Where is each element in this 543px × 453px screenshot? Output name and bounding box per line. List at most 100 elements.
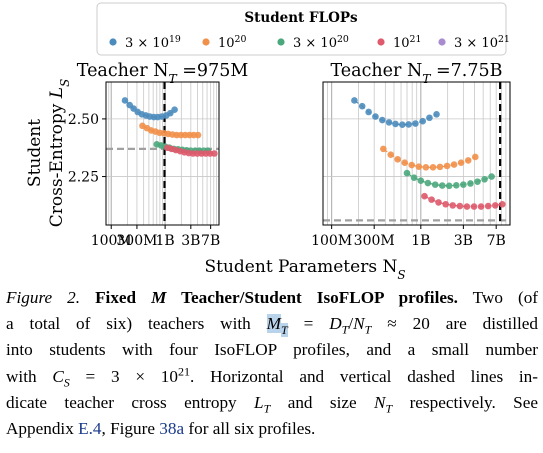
x-tick-label-part: 1B bbox=[156, 233, 175, 249]
panel-title-part: =7.75B bbox=[430, 61, 502, 81]
legend-label-part: 19 bbox=[169, 34, 181, 45]
caption-text: Figure 2. bbox=[6, 288, 81, 307]
data-point bbox=[412, 120, 419, 127]
caption-text: = 3 × 10 bbox=[69, 366, 178, 386]
x-tick-label-part: 300M bbox=[354, 233, 395, 249]
caption-text: N bbox=[353, 314, 365, 334]
panel-title-part: T bbox=[169, 72, 178, 86]
data-point bbox=[474, 178, 481, 185]
data-point bbox=[491, 202, 499, 209]
data-point bbox=[351, 97, 358, 104]
data-point bbox=[211, 150, 218, 157]
data-point bbox=[121, 97, 129, 104]
x-tick-label: 1B bbox=[156, 233, 175, 249]
caption-text: , Figure bbox=[101, 419, 160, 439]
legend-label: 3 × 1020 bbox=[293, 34, 349, 52]
legend-box bbox=[96, 2, 507, 56]
y-axis-label-line2-part: L bbox=[47, 87, 67, 99]
data-point bbox=[422, 164, 430, 171]
x-tick-label: 3B bbox=[454, 233, 473, 249]
data-point bbox=[421, 192, 428, 200]
x-axis-label-part: S bbox=[397, 268, 405, 282]
caption-text: C bbox=[52, 366, 64, 386]
caption-link[interactable]: E.4 bbox=[78, 419, 102, 439]
legend-marker bbox=[202, 38, 210, 46]
caption-text: 21 bbox=[178, 363, 191, 378]
panel-title-part: Teacher N bbox=[77, 61, 169, 81]
caption-link[interactable]: 38a bbox=[159, 419, 185, 439]
figure-caption: Figure 2. Fixed M Teacher/Student IsoFLO… bbox=[6, 285, 538, 442]
caption-line: with CS = 3 × 1021. Horizontal and verti… bbox=[6, 364, 538, 390]
caption-text: dicate teacher cross entropy bbox=[6, 392, 255, 412]
data-point bbox=[477, 203, 485, 210]
caption-text: ≈ 20 are distilled bbox=[371, 314, 538, 334]
data-point bbox=[401, 159, 409, 167]
data-point bbox=[403, 169, 411, 177]
data-point bbox=[387, 151, 395, 158]
data-point bbox=[171, 106, 178, 113]
data-point bbox=[394, 155, 401, 163]
data-point bbox=[443, 162, 451, 170]
chart-panel-2: 100M 300M 1B 3B 7B Teacher NT =7.75B bbox=[311, 61, 511, 249]
x-tick-label-part: 1B bbox=[411, 233, 430, 249]
legend-marker bbox=[277, 38, 285, 46]
data-point bbox=[445, 182, 453, 190]
data-point bbox=[385, 119, 393, 126]
caption-line: dicate teacher cross entropy LT and size… bbox=[6, 390, 538, 416]
caption-text: T bbox=[385, 401, 393, 416]
legend-marker bbox=[109, 38, 117, 46]
panel-title: Teacher NT =7.75B bbox=[330, 61, 502, 86]
data-point bbox=[484, 202, 492, 210]
y-axis-label-line2: Cross-Entropy LS bbox=[47, 79, 72, 227]
x-tick-label: 300M bbox=[354, 233, 395, 249]
data-point bbox=[379, 116, 386, 124]
panel-title: Teacher NT =975M bbox=[77, 61, 249, 86]
x-tick-label: 1B bbox=[411, 233, 430, 249]
legend-label: 1020 bbox=[218, 34, 246, 52]
data-point bbox=[442, 200, 449, 208]
data-point bbox=[417, 177, 425, 185]
legend-label: 3 × 1021 bbox=[454, 34, 510, 52]
x-tick-label-part: 300M bbox=[116, 233, 157, 249]
caption-text: . Horizontal and vertical dashed lines i… bbox=[190, 366, 538, 386]
y-axis-label: Student Cross-Entropy LS bbox=[25, 79, 72, 227]
caption-text: a total of six) teachers with bbox=[6, 314, 267, 334]
caption-line: a total of six) teachers with MT = DT/NT… bbox=[6, 311, 538, 337]
data-point bbox=[450, 161, 458, 168]
y-tick-label: 2.50 bbox=[68, 112, 99, 128]
y-axis-label-line1-part: Student bbox=[25, 119, 45, 187]
caption-text: Teacher/Student IsoFLOP profiles. bbox=[166, 288, 458, 307]
data-point bbox=[410, 174, 418, 182]
caption-text: T bbox=[364, 322, 372, 337]
x-axis-label-part: Student Parameters N bbox=[205, 257, 398, 277]
data-point bbox=[405, 121, 412, 128]
legend-label-part: 20 bbox=[235, 34, 247, 45]
plot-frame bbox=[105, 81, 220, 226]
legend-label: 1021 bbox=[393, 34, 421, 52]
legend-label-part: 10 bbox=[393, 36, 410, 51]
caption-text: M bbox=[266, 314, 281, 334]
data-point bbox=[428, 196, 435, 203]
data-point bbox=[408, 161, 415, 169]
x-tick-label-part: 3B bbox=[454, 233, 473, 249]
panel-title-part: =975M bbox=[177, 61, 249, 81]
caption-line: into students with four IsoFLOP profiles… bbox=[6, 337, 538, 363]
caption-text: T bbox=[263, 401, 271, 416]
data-point bbox=[392, 120, 399, 128]
data-point bbox=[456, 202, 464, 210]
x-axis-label: Student Parameters NS bbox=[205, 257, 406, 282]
x-tick-label: 3B bbox=[181, 233, 200, 249]
data-point bbox=[467, 180, 474, 187]
caption-line: Appendix E.4, Figure 38a for all six pro… bbox=[6, 416, 538, 442]
x-tick-label-part: 100M bbox=[311, 233, 352, 249]
axis-labels: Student Cross-Entropy LS Student Parameter… bbox=[25, 79, 405, 282]
data-point bbox=[419, 117, 427, 125]
caption-text: L bbox=[254, 392, 264, 412]
caption-text: / bbox=[348, 314, 354, 334]
data-point bbox=[438, 182, 446, 189]
y-tick-label: 2.25 bbox=[68, 170, 99, 186]
